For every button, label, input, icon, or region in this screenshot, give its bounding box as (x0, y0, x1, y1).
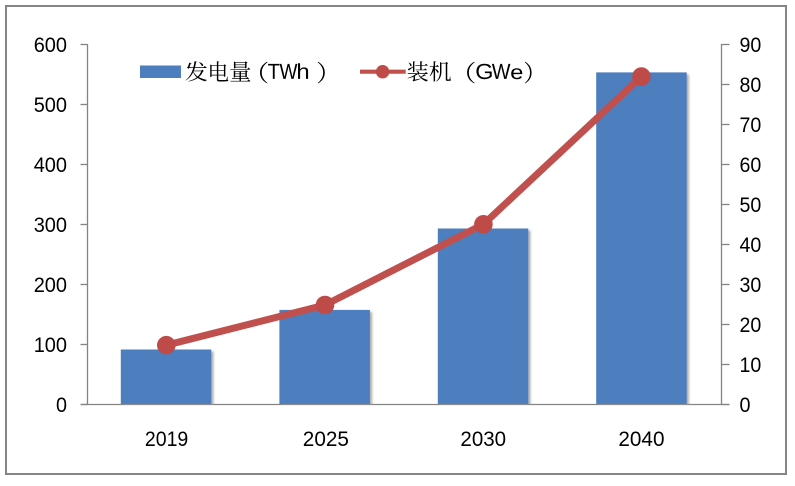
svg-text:20: 20 (740, 314, 762, 337)
svg-text:40: 40 (740, 234, 762, 257)
svg-text:60: 60 (740, 154, 762, 177)
svg-text:2019: 2019 (145, 428, 188, 451)
svg-text:0: 0 (56, 394, 67, 417)
svg-text:90: 90 (740, 34, 762, 57)
svg-text:70: 70 (740, 114, 762, 137)
svg-text:600: 600 (34, 34, 67, 57)
svg-text:2025: 2025 (303, 428, 349, 451)
svg-text:2040: 2040 (618, 428, 664, 451)
svg-text:10: 10 (740, 354, 762, 377)
svg-text:500: 500 (34, 94, 67, 117)
svg-text:50: 50 (740, 194, 762, 217)
svg-text:2030: 2030 (460, 428, 506, 451)
svg-text:300: 300 (34, 214, 67, 237)
svg-text:0: 0 (740, 394, 751, 417)
svg-text:30: 30 (740, 274, 762, 297)
svg-text:400: 400 (34, 154, 67, 177)
svg-text:100: 100 (34, 334, 67, 357)
svg-text:200: 200 (34, 274, 67, 297)
svg-text:80: 80 (740, 74, 762, 97)
